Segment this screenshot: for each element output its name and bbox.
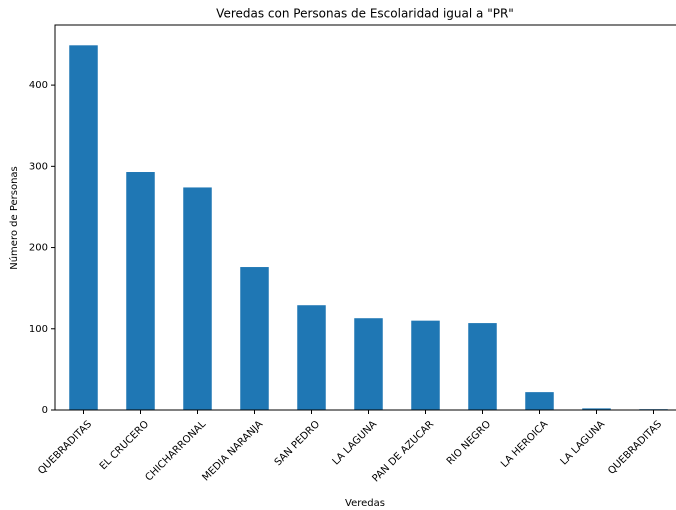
bar: [354, 318, 383, 410]
y-tick-label: 400: [29, 80, 48, 91]
x-tick-label: CHICHARRONAL: [143, 419, 208, 484]
chart-title: Veredas con Personas de Escolaridad igua…: [216, 7, 514, 21]
y-tick-label: 200: [29, 243, 48, 254]
bar: [126, 172, 155, 410]
x-tick-label: LA LAGUNA: [559, 419, 608, 468]
y-tick-label: 100: [29, 324, 48, 335]
bar: [69, 45, 98, 410]
y-axis-label: Número de Personas: [8, 166, 20, 270]
x-tick-label: EL CRUCERO: [98, 419, 151, 472]
x-tick-label: SAN PEDRO: [273, 419, 323, 469]
bar: [183, 187, 212, 410]
x-tick-label: PAN DE AZUCAR: [370, 419, 436, 485]
x-tick-label: RIO NEGRO: [445, 419, 493, 467]
x-tick-label: MEDIA NARANJA: [201, 419, 266, 484]
bar: [240, 267, 269, 410]
x-tick-label: QUEBRADITAS: [606, 419, 664, 477]
bar: [525, 392, 554, 410]
bar: [411, 320, 440, 410]
y-tick-label: 0: [42, 405, 48, 416]
bar: [582, 408, 611, 410]
x-tick-label: LA LAGUNA: [331, 419, 380, 468]
x-tick-label: QUEBRADITAS: [36, 419, 94, 477]
y-tick-label: 300: [29, 161, 48, 172]
bar: [468, 323, 497, 410]
plot-frame: [54, 24, 676, 411]
bar: [297, 305, 326, 410]
x-tick-label: LA HEROICA: [499, 419, 550, 470]
x-axis-label: Veredas: [345, 498, 385, 509]
